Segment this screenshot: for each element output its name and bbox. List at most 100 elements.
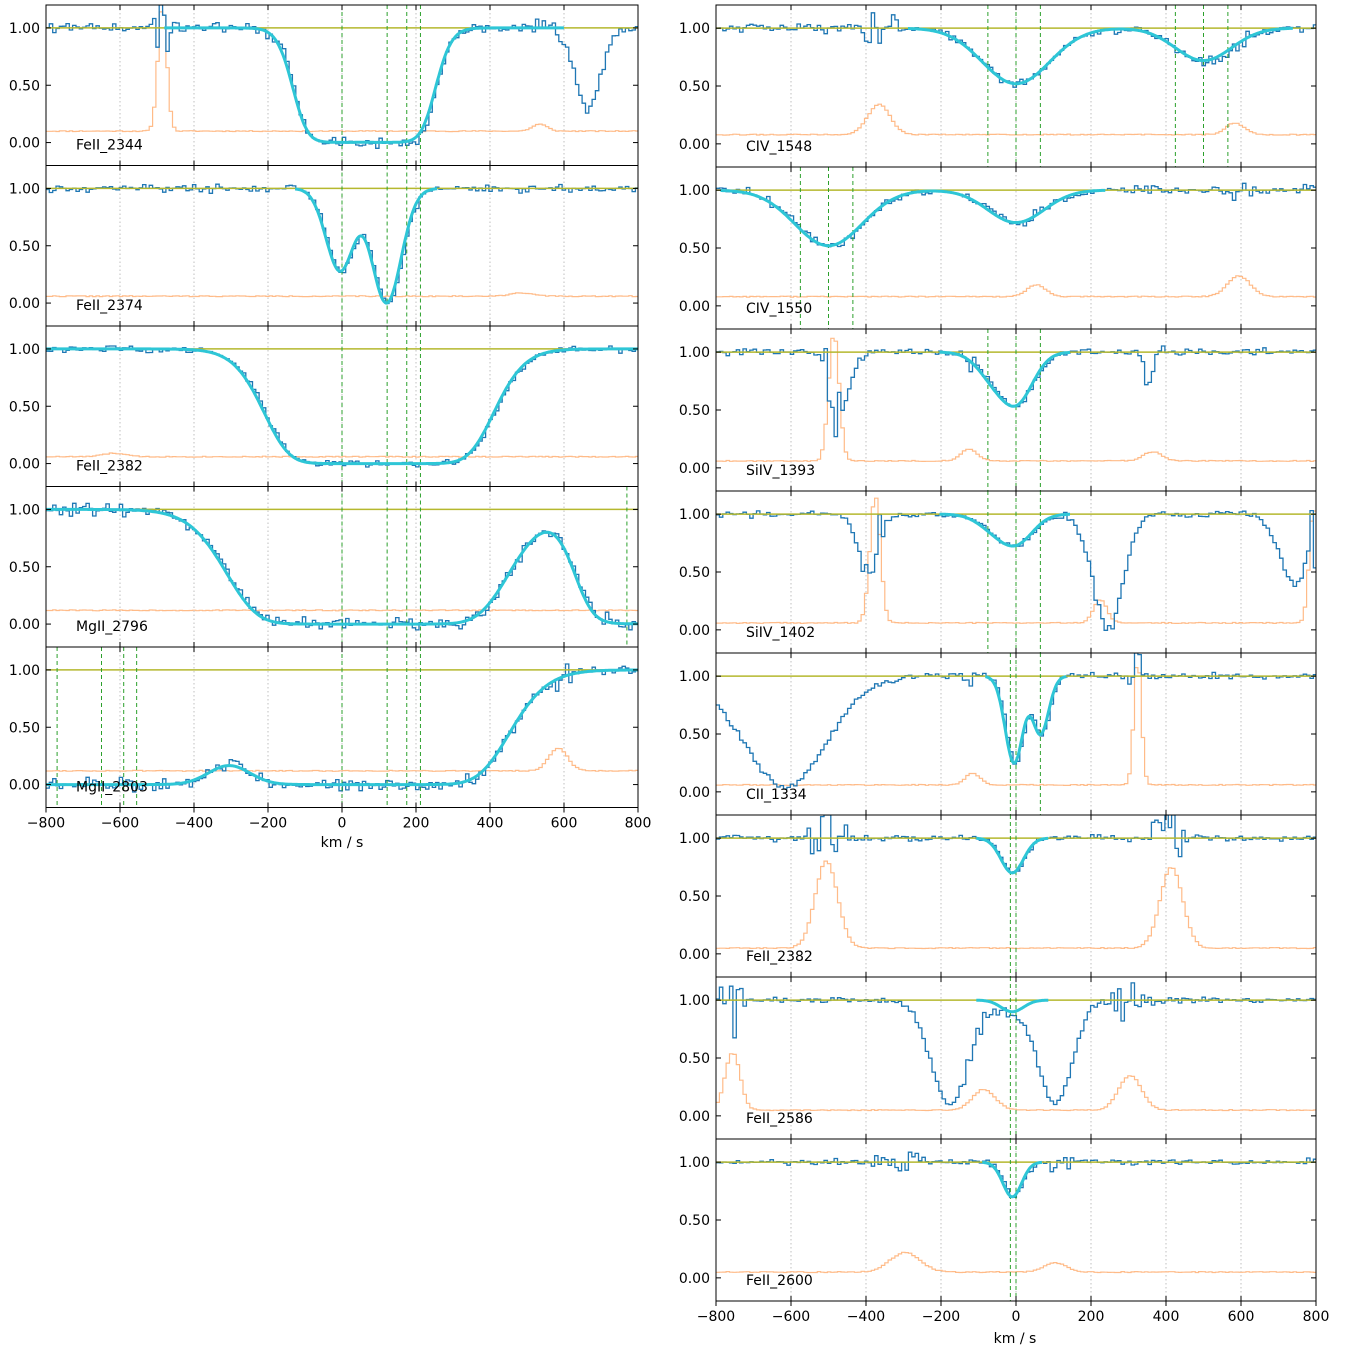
x-tick-label: 0 [338,816,347,832]
y-tick-label: 0.50 [679,79,710,95]
panel-feii-2374: 0.00 0.50 1.00 FeII_2374 [9,165,639,327]
y-tick-label: 0.50 [9,399,40,415]
ion-label: FeII_2600 [746,1273,813,1289]
error-spectrum [46,609,638,612]
model-fit [294,187,438,305]
y-tick-label: 0.50 [679,889,710,905]
error-spectrum [716,1251,1316,1274]
ion-label: SiIV_1402 [746,625,815,641]
x-tick-label: 800 [1303,1309,1330,1325]
model-fit [985,675,1067,765]
y-tick-label: 0.50 [679,403,710,419]
y-tick-label: 0.00 [679,137,710,153]
ion-label: FeII_2586 [746,1111,813,1127]
panel-plot-area [716,977,1316,1139]
y-tick-label: 0.00 [9,617,40,633]
panel-plot-area [716,653,1316,815]
panel-feii-2586: 0.00 0.50 1.00 FeII_2586 [679,976,1317,1140]
model-fit [975,836,1049,875]
panel-plot-area [716,329,1316,491]
panel-plot-area [46,486,638,647]
panel-plot-area [716,491,1316,653]
y-tick-label: 1.00 [9,181,40,197]
x-tick-label: −600 [772,1309,810,1325]
x-tick-label: −200 [249,816,287,832]
panel-plot-area [716,167,1316,329]
y-tick-label: 0.00 [679,623,710,639]
x-tick-label: −800 [697,1309,735,1325]
y-tick-label: 0.00 [679,461,710,477]
model-fit [981,1160,1043,1199]
y-tick-label: 1.00 [679,183,710,199]
error-spectrum [716,103,1316,136]
ion-label: CIV_1548 [746,139,812,155]
y-tick-label: 0.50 [679,241,710,257]
model-fit [46,347,638,466]
y-tick-label: 0.50 [679,565,710,581]
x-tick-label: −400 [175,816,213,832]
panel-plot-area [46,5,638,166]
y-tick-label: 0.00 [679,299,710,315]
y-tick-label: 0.00 [679,785,710,801]
y-tick-label: 1.00 [679,993,710,1009]
model-fit [46,668,638,787]
panel-plot-area [716,1139,1316,1301]
panel-civ-1550: 0.00 0.50 1.00 CIV_1550 [679,166,1317,330]
y-tick-label: 1.00 [679,669,710,685]
y-tick-label: 1.00 [679,1155,710,1171]
ion-label: CII_1334 [746,787,807,803]
y-tick-label: 0.00 [9,296,40,312]
panel-feii-2600: 0.00 0.50 1.00 FeII_2600 [679,1138,1317,1302]
ion-label: FeII_2344 [76,138,143,154]
y-tick-label: 0.50 [679,1051,710,1067]
x-tick-label: 0 [1012,1309,1021,1325]
x-tick-label: 400 [477,816,504,832]
y-tick-label: 1.00 [9,21,40,37]
y-tick-label: 1.00 [9,663,40,679]
x-tick-label: −800 [27,816,65,832]
error-spectrum [716,1053,1316,1112]
y-tick-label: 0.50 [9,239,40,255]
panel-civ-1548: 0.00 0.50 1.00 CIV_1548 [679,4,1317,168]
x-axis-title-left: km / s [321,835,364,851]
x-tick-label: 200 [1078,1309,1105,1325]
ion-label: FeII_2382 [746,949,813,965]
panels-group: 0.00 0.50 1.00 FeII_2344 0.00 0.50 1.00 FeII_23… [9,4,1317,1302]
y-tick-label: 0.50 [9,720,40,736]
model-fit [163,26,565,144]
x-tick-label: 600 [1228,1309,1255,1325]
error-spectrum [716,497,1316,624]
x-tick-label: 800 [625,816,652,832]
flux-spectrum [716,182,1316,248]
model-fit [907,26,1294,86]
y-tick-label: 0.00 [9,457,40,473]
y-tick-label: 0.50 [9,78,40,94]
ion-label: FeII_2374 [76,298,143,314]
y-tick-label: 0.00 [9,136,40,152]
x-tick-label: 600 [551,816,578,832]
x-tick-label: 200 [403,816,430,832]
model-fit [939,350,1071,408]
panel-feii-2344: 0.00 0.50 1.00 FeII_2344 [9,4,639,166]
panel-siiv-1393: 0.00 0.50 1.00 SiIV_1393 [679,328,1317,492]
y-tick-label: 1.00 [679,507,710,523]
error-spectrum [46,747,638,772]
x-tick-label: −400 [847,1309,885,1325]
error-spectrum [46,11,638,133]
panel-plot-area [46,647,638,808]
model-fit [46,507,638,626]
error-spectrum [716,667,1316,786]
panel-cii-1334: 0.00 0.50 1.00 CII_1334 [679,652,1317,816]
x-axis-right: −800 −600 −400 −200 0 200 400 600 800 [697,1301,1330,1325]
error-spectrum [46,292,638,298]
panel-feii-2382: 0.00 0.50 1.00 FeII_2382 [9,325,639,487]
error-spectrum [716,337,1316,462]
model-fit [975,998,1049,1014]
ion-label: MgII_2803 [76,780,148,796]
model-fit [939,512,1071,548]
panel-plot-area [46,165,638,326]
error-spectrum [716,275,1316,298]
panel-siiv-1402: 0.00 0.50 1.00 SiIV_1402 [679,490,1317,654]
ion-label: FeII_2382 [76,459,143,475]
